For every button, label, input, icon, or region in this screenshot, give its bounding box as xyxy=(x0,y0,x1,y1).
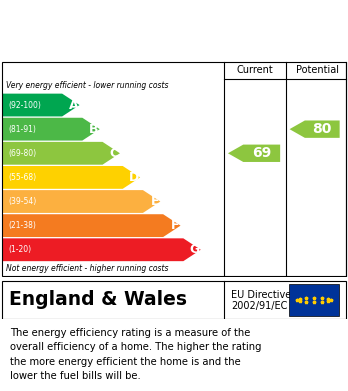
Text: The energy efficiency rating is a measure of the
overall efficiency of a home. T: The energy efficiency rating is a measur… xyxy=(10,328,262,381)
Text: (1-20): (1-20) xyxy=(8,245,31,254)
Polygon shape xyxy=(3,142,120,165)
Bar xyxy=(289,284,339,316)
Text: 80: 80 xyxy=(313,122,332,136)
Text: 2002/91/EC: 2002/91/EC xyxy=(231,301,288,311)
Text: England & Wales: England & Wales xyxy=(9,291,187,309)
Text: E: E xyxy=(150,195,159,208)
Text: Energy Efficiency Rating: Energy Efficiency Rating xyxy=(9,32,238,50)
Text: Not energy efficient - higher running costs: Not energy efficient - higher running co… xyxy=(6,264,168,273)
Text: (92-100): (92-100) xyxy=(8,100,41,109)
Polygon shape xyxy=(3,93,80,117)
Polygon shape xyxy=(290,120,340,138)
Text: (39-54): (39-54) xyxy=(8,197,37,206)
Polygon shape xyxy=(3,118,100,141)
Text: B: B xyxy=(89,123,98,136)
Polygon shape xyxy=(3,166,140,189)
Polygon shape xyxy=(3,214,181,237)
Text: (81-91): (81-91) xyxy=(8,125,36,134)
Text: D: D xyxy=(128,171,139,184)
Text: (69-80): (69-80) xyxy=(8,149,37,158)
Polygon shape xyxy=(3,239,201,261)
Text: F: F xyxy=(171,219,179,232)
Text: C: C xyxy=(109,147,119,160)
Text: G: G xyxy=(189,243,199,256)
Polygon shape xyxy=(3,190,160,213)
Text: (21-38): (21-38) xyxy=(8,221,36,230)
Text: A: A xyxy=(69,99,78,111)
Text: EU Directive: EU Directive xyxy=(231,290,292,300)
Text: Potential: Potential xyxy=(295,65,339,75)
Text: Current: Current xyxy=(237,65,274,75)
Polygon shape xyxy=(228,145,280,162)
Text: (55-68): (55-68) xyxy=(8,173,37,182)
Text: 69: 69 xyxy=(252,146,271,160)
Text: Very energy efficient - lower running costs: Very energy efficient - lower running co… xyxy=(6,81,168,90)
